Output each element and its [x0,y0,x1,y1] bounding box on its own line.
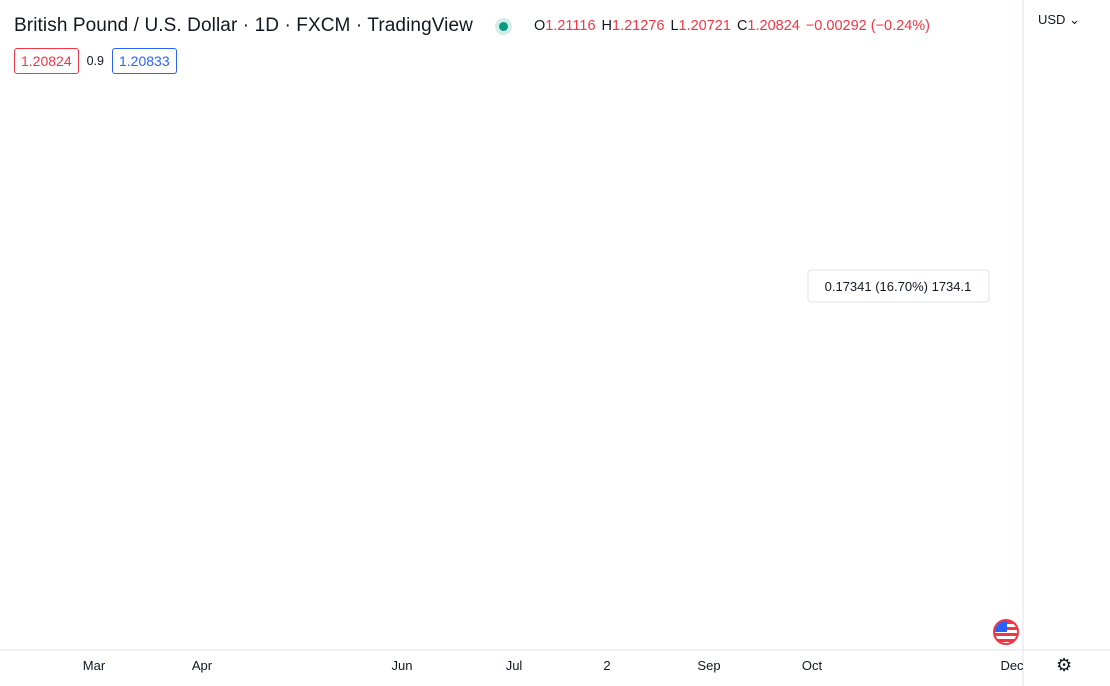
x-tick-label: Jun [392,658,413,673]
spread-value: 0.9 [86,54,104,68]
symbol-title[interactable]: British Pound / U.S. Dollar · 1D · FXCM … [14,15,473,36]
buy-button[interactable]: 1.20833 [112,48,177,74]
measure-label: 0.17341 (16.70%) 1734.1 [825,279,972,294]
currency-selector[interactable]: USD ⌄ [1038,12,1080,28]
x-tick-label: Apr [192,658,213,673]
ohlc-low: L1.20721 [670,18,731,34]
us-flag-event-icon[interactable] [993,619,1019,645]
ohlc-change: −0.00292 (−0.24%) [805,18,930,34]
chart-header: British Pound / U.S. Dollar · 1D · FXCM … [14,14,930,38]
currency-label: USD [1038,12,1066,27]
sell-button[interactable]: 1.20824 [14,48,79,74]
x-tick-label: 2 [603,658,610,673]
quote-row: 1.20824 0.9 1.20833 [14,48,177,74]
x-tick-label: Sep [697,658,720,673]
x-tick-label: Dec [1000,658,1024,673]
x-tick-label: Mar [83,658,106,673]
ohlc-close: C1.20824 [736,18,800,34]
chevron-down-icon: ⌄ [1069,12,1080,27]
ohlc-open: O1.21116 [533,18,596,34]
market-open-dot-icon [498,21,508,31]
ohlc-high: H1.21276 [601,18,665,34]
gear-icon[interactable]: ⚙ [1056,655,1073,675]
x-tick-label: Oct [802,658,823,673]
ohlc-values: O1.21116 H1.21276 L1.20721 C1.20824 −0.0… [534,18,930,34]
measure-label-box [807,269,990,303]
x-tick-label: Jul [506,658,523,673]
